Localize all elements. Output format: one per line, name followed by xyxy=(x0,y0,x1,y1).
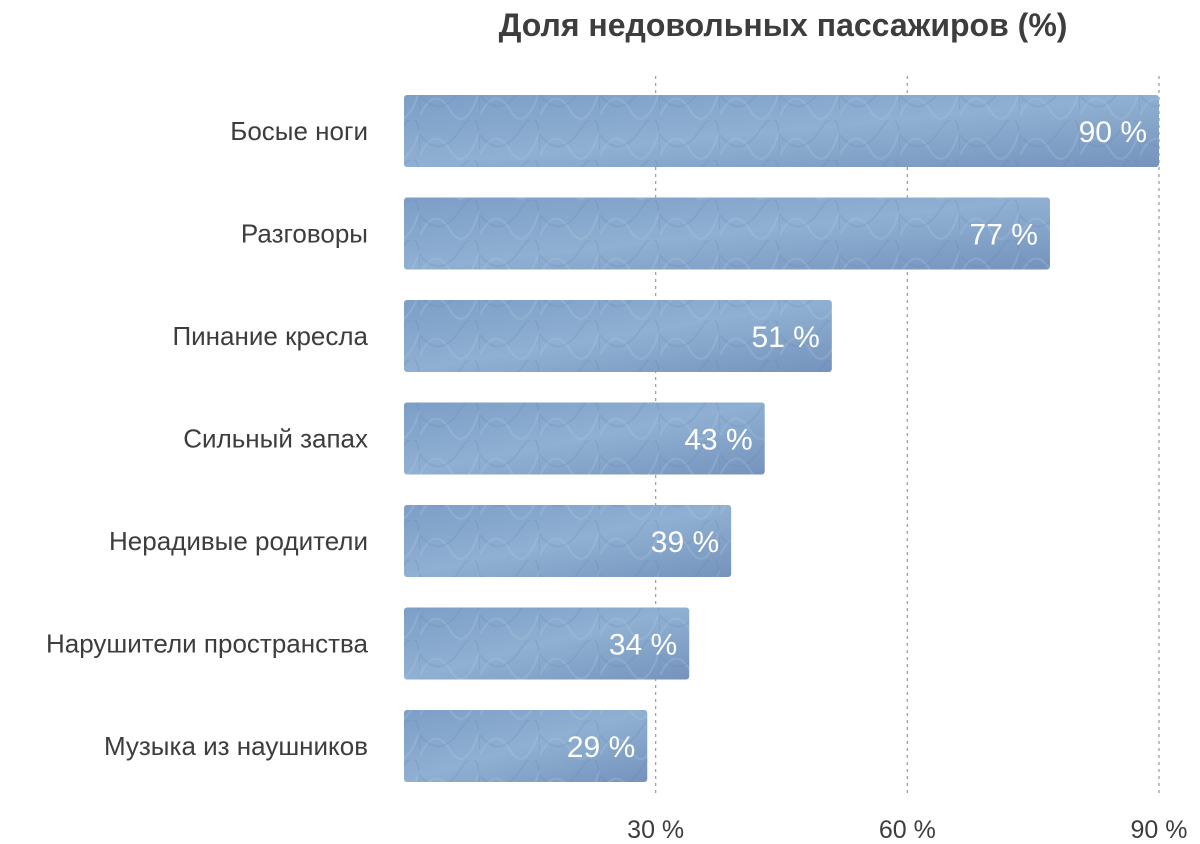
bar-value-label: 43 % xyxy=(684,424,752,457)
bar-value-label: 90 % xyxy=(1079,116,1147,149)
x-axis-ticks: 30 % 60 % 90 % xyxy=(627,816,1187,844)
bar-value-label: 51 % xyxy=(751,321,819,354)
bar-texture xyxy=(404,607,690,680)
category-label: Разговоры xyxy=(241,219,368,249)
bars: 90 % 77 % 51 % 43 % 39 % 34 % 29 % xyxy=(404,95,1159,782)
category-label: Босые ноги xyxy=(230,116,368,146)
category-label: Нерадивые родители xyxy=(109,526,368,556)
x-tick-label: 30 % xyxy=(627,816,684,844)
bar-texture xyxy=(404,300,832,372)
category-label: Нарушители пространства xyxy=(46,629,369,659)
chart-title: Доля недовольных пассажиров (%) xyxy=(499,7,1068,43)
bar-texture xyxy=(404,95,1159,167)
bar-texture xyxy=(404,505,732,577)
bar-value-label: 29 % xyxy=(567,731,635,764)
category-label: Пинание кресла xyxy=(172,321,368,351)
x-tick-label: 60 % xyxy=(879,816,936,844)
category-label: Сильный запах xyxy=(183,424,368,454)
bar-value-label: 77 % xyxy=(970,219,1038,252)
bar-texture xyxy=(404,402,765,475)
category-labels: Босые ноги Разговоры Пинание кресла Сильный… xyxy=(46,116,369,761)
bar-value-label: 34 % xyxy=(609,629,677,662)
category-label: Музыка из наушников xyxy=(104,731,368,761)
bar-texture xyxy=(404,197,1050,270)
x-tick-label: 90 % xyxy=(1131,816,1188,844)
bar-texture xyxy=(404,710,648,782)
bar-value-label: 39 % xyxy=(651,526,719,559)
